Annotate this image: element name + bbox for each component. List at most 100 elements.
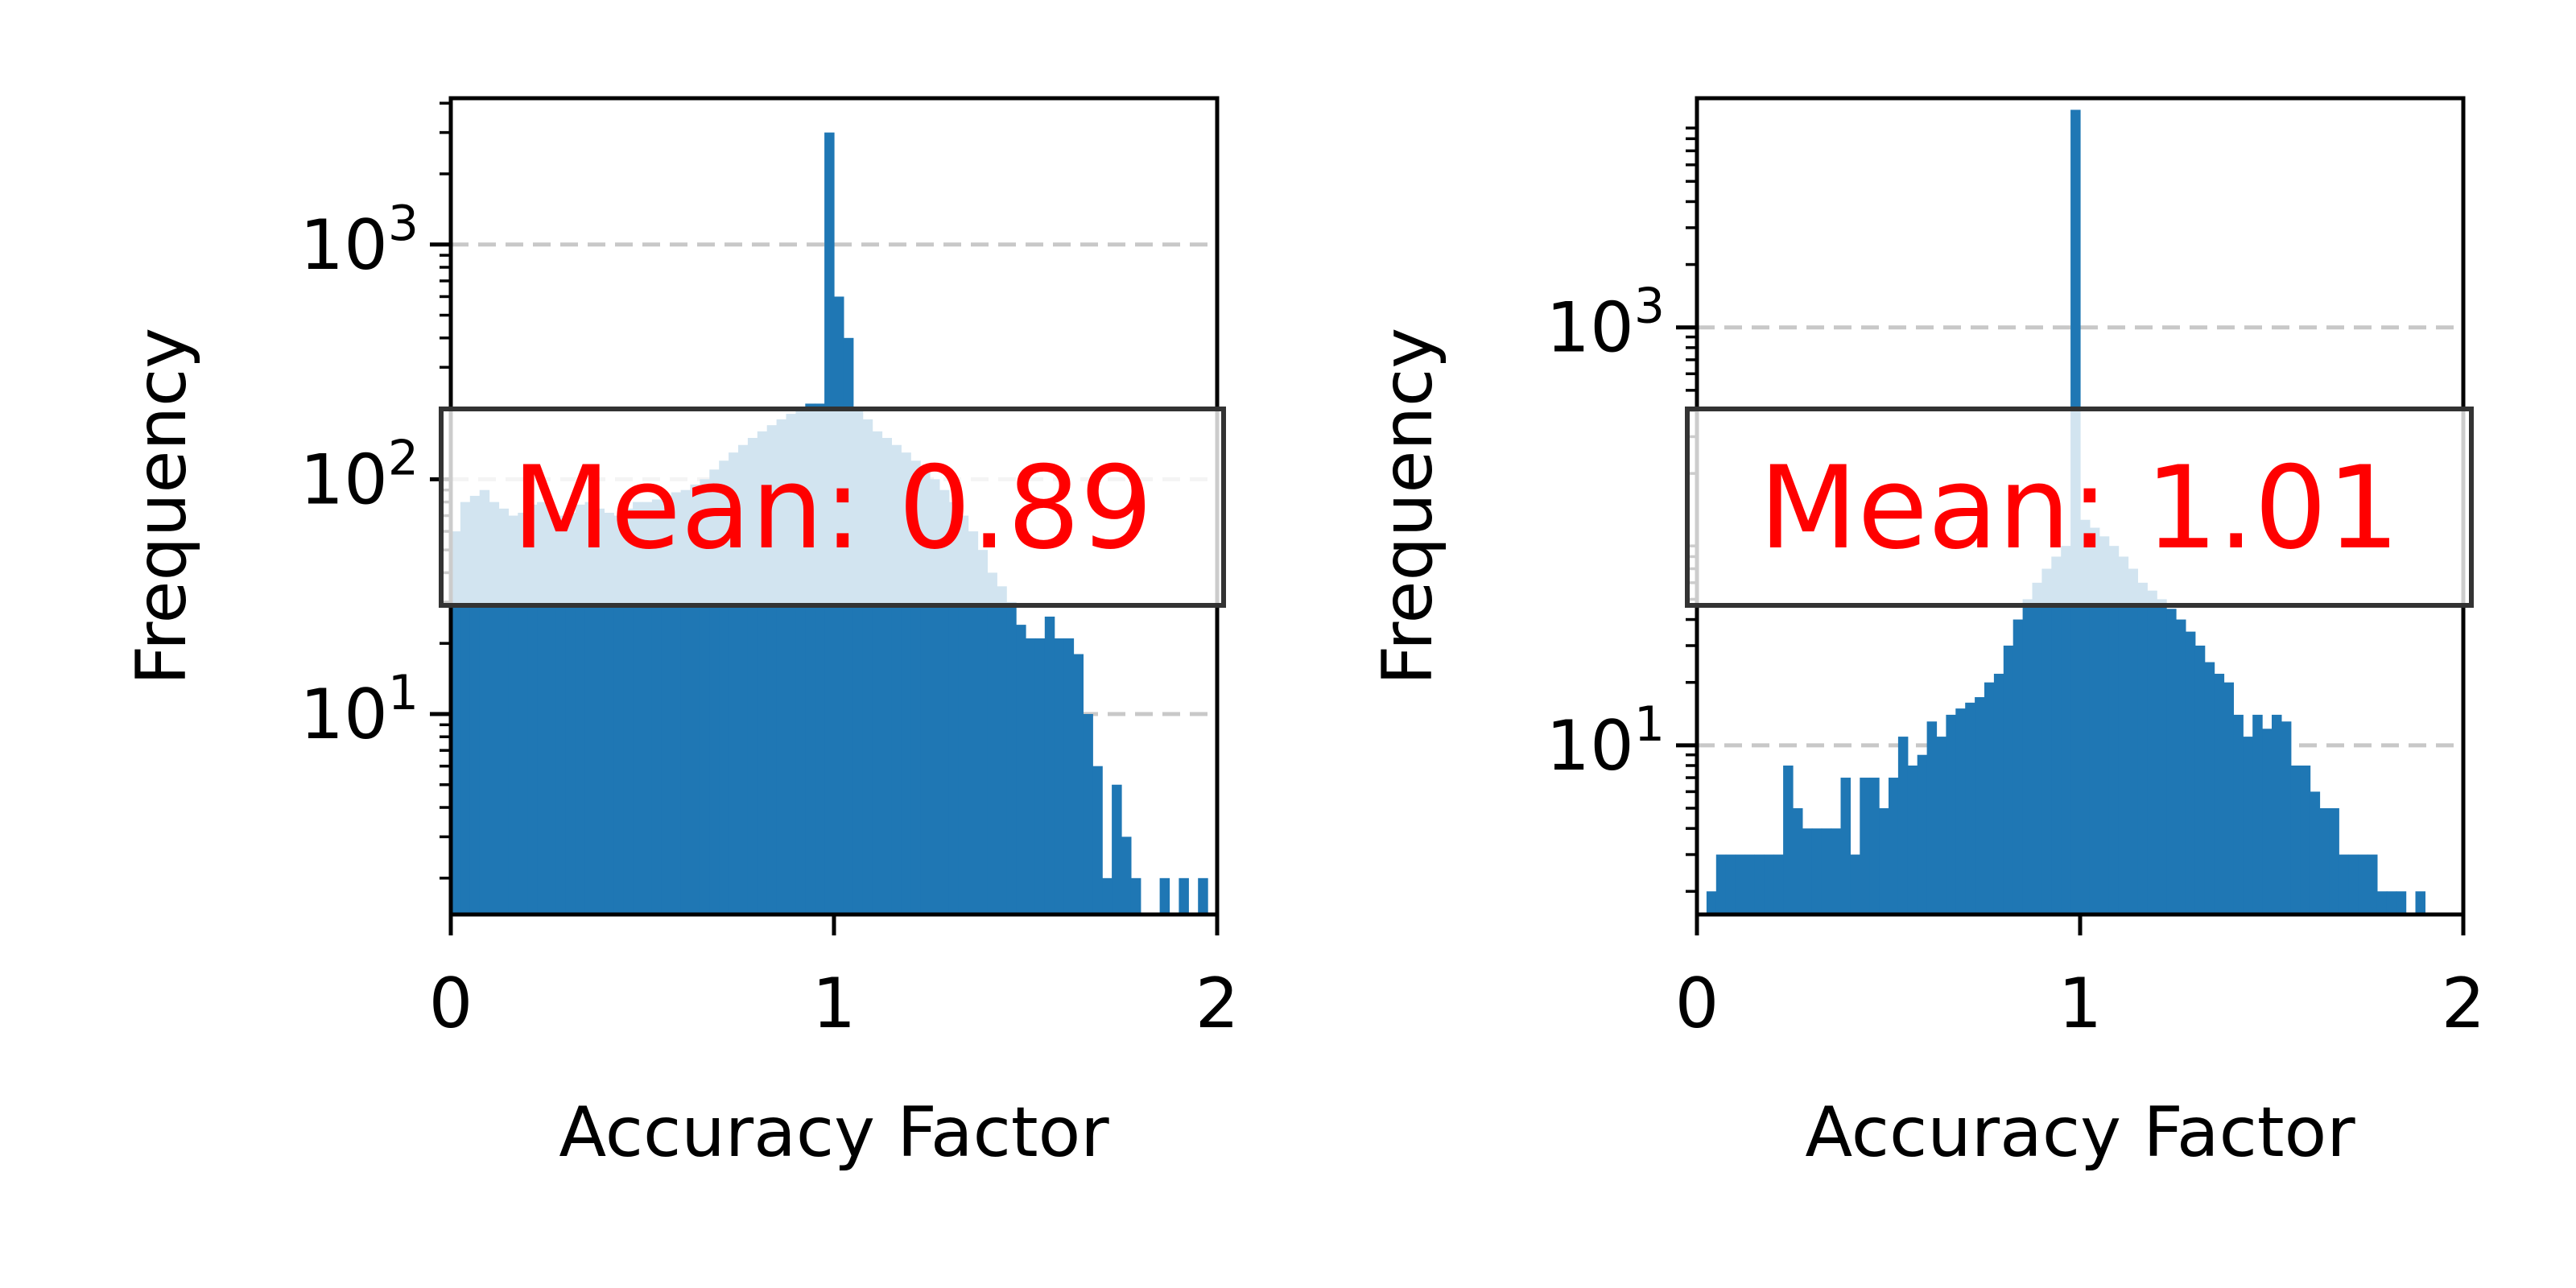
histogram-bar <box>1092 766 1103 914</box>
histogram-bar <box>1811 828 1823 914</box>
histogram-bar <box>1083 713 1093 914</box>
histogram-bar <box>2339 854 2349 914</box>
histogram-bar <box>1026 638 1036 914</box>
histogram-bar <box>1121 836 1132 914</box>
histogram-bar <box>2243 737 2253 914</box>
histogram-bar <box>1975 697 1985 914</box>
histogram-bar <box>623 508 634 914</box>
histogram-bar <box>2386 891 2397 914</box>
histogram-bar <box>1831 828 1842 914</box>
histogram-bar <box>2003 645 2014 914</box>
histogram-bar <box>1044 616 1055 914</box>
histogram-bar <box>2319 807 2330 914</box>
x-tick-label: 1 <box>812 964 857 1044</box>
histogram-bar <box>1754 854 1765 914</box>
histogram-bar <box>555 515 567 914</box>
annotation-box <box>1685 407 2474 608</box>
histogram-bar <box>2080 519 2091 914</box>
histogram-bar <box>1198 877 1208 914</box>
histogram-bar <box>518 512 528 914</box>
x-tick-label: 0 <box>1675 964 1719 1044</box>
histogram-bar <box>2051 556 2062 914</box>
histogram-bar <box>1063 638 1075 914</box>
mean-annotation: Mean: 1.01 <box>1759 442 2400 575</box>
histogram-bar <box>1102 877 1113 914</box>
histogram-bar <box>2358 854 2368 914</box>
histogram-bar <box>2194 645 2206 914</box>
histogram-bar <box>1112 784 1122 914</box>
histogram-bar <box>1955 708 1966 914</box>
histogram-bar <box>1179 877 1189 914</box>
histogram-bar <box>2272 714 2282 914</box>
histogram-bar <box>2368 854 2378 914</box>
histogram-bar <box>1073 654 1084 914</box>
histogram-bar <box>997 586 1007 914</box>
histogram-bar <box>2310 791 2321 914</box>
histogram-bar <box>2252 714 2263 914</box>
x-tick-label: 2 <box>2442 964 2486 1044</box>
y-tick-label: 102 <box>299 430 419 520</box>
chart-panel-2: 101 103 0 1 2 Accuracy Factor Frequency Mean: 1… <box>1368 96 2486 1173</box>
histogram-bar <box>2396 891 2407 914</box>
histogram-bar <box>547 508 557 914</box>
histogram-bar <box>1006 601 1017 914</box>
x-tick-label: 0 <box>429 964 473 1044</box>
x-axis-label: Accuracy Factor <box>559 1092 1109 1173</box>
histogram-bar <box>1879 807 1889 914</box>
histogram-bar <box>1850 854 1860 914</box>
histogram-bar <box>1869 778 1880 914</box>
histogram-bar <box>1016 625 1026 914</box>
histogram-bar <box>565 512 576 914</box>
histogram-bar <box>2013 619 2024 914</box>
histogram-bar <box>2176 619 2186 914</box>
histogram-bar <box>958 515 969 914</box>
histogram-bar <box>2204 662 2215 914</box>
histogram-bar <box>2061 546 2071 914</box>
histogram-bar <box>2137 582 2148 914</box>
y-tick-label: 101 <box>1546 696 1665 786</box>
histogram-bar <box>2262 729 2273 914</box>
histogram-bar <box>968 531 979 914</box>
histogram-bar <box>1715 854 1727 914</box>
histogram-bar <box>1744 854 1755 914</box>
histogram-bar <box>2118 556 2129 914</box>
histogram-bar <box>2032 582 2042 914</box>
histogram-bar <box>2147 590 2157 914</box>
histogram-bar <box>1840 778 1851 914</box>
histogram-bar <box>1773 854 1784 914</box>
histogram-bar <box>1907 765 1918 914</box>
histogram-bar <box>613 515 624 914</box>
histogram-bar <box>2108 546 2120 914</box>
histogram-bar <box>1936 737 1946 914</box>
histogram-bar <box>1793 807 1803 914</box>
histogram-bar <box>2290 765 2301 914</box>
x-tick-label: 1 <box>2058 964 2103 1044</box>
histogram-bar <box>2185 631 2196 914</box>
histogram-bar <box>498 508 509 914</box>
bars <box>1706 109 2425 914</box>
histogram-bar <box>1926 721 1938 914</box>
histogram-bar <box>1034 638 1046 914</box>
histogram-bar <box>2166 609 2177 914</box>
histogram-bar <box>1984 682 1995 914</box>
histogram-bar <box>594 508 605 914</box>
histogram-bar <box>2041 568 2052 914</box>
histogram-bar <box>1735 854 1746 914</box>
histogram-bar <box>2089 527 2100 914</box>
y-tick-label: 103 <box>1546 279 1665 369</box>
histogram-bar <box>1764 854 1774 914</box>
histogram-bar <box>2128 568 2138 914</box>
histogram-bar <box>1706 891 1717 914</box>
histogram-bar <box>2233 714 2244 914</box>
histogram-bar <box>1802 828 1813 914</box>
chart-panel-1: 101 102 103 0 1 2 Accuracy Factor Frequency Mean… <box>122 96 1239 1173</box>
histogram-bar <box>2022 599 2033 914</box>
annotation-box <box>439 407 1226 608</box>
x-axis-label: Accuracy Factor <box>1805 1092 2355 1173</box>
histogram-bar <box>1897 737 1909 914</box>
histogram-bar <box>2348 854 2359 914</box>
histogram-bar <box>2415 891 2425 914</box>
histogram-bar <box>2376 891 2388 914</box>
histogram-bar <box>2329 807 2339 914</box>
